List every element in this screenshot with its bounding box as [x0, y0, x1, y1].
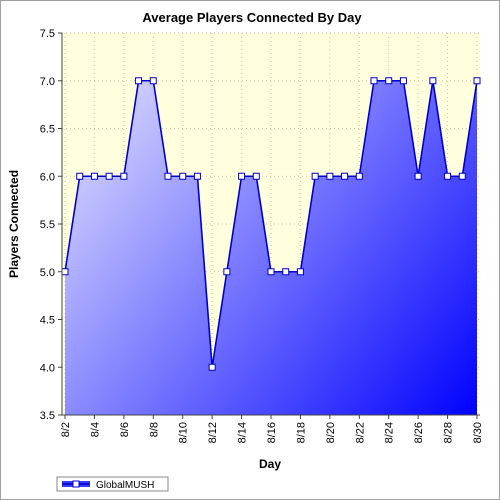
- data-point-8/2: [61, 268, 69, 276]
- x-tick-label: 8/2: [60, 422, 72, 437]
- data-point-8/13: [223, 268, 231, 276]
- x-tick-label: 8/16: [266, 422, 278, 443]
- x-tick-label: 8/8: [148, 422, 160, 437]
- data-point-8/26: [414, 172, 422, 180]
- data-point-8/14: [238, 172, 246, 180]
- data-point-8/30: [473, 77, 481, 85]
- data-point-8/24: [385, 77, 393, 85]
- data-point-8/12: [208, 363, 216, 371]
- x-tick-label: 8/20: [325, 422, 337, 443]
- data-point-8/3: [76, 172, 84, 180]
- legend-label: GlobalMUSH: [96, 480, 154, 491]
- data-point-8/10: [179, 172, 187, 180]
- data-point-8/9: [164, 172, 172, 180]
- y-tick-label: 6.0: [40, 171, 55, 183]
- y-tick-label: 5.0: [40, 267, 55, 279]
- data-point-8/17: [282, 268, 290, 276]
- data-markers: [61, 77, 481, 371]
- x-tick-label: 8/22: [354, 422, 366, 443]
- data-point-8/28: [444, 172, 452, 180]
- data-point-8/23: [370, 77, 378, 85]
- x-tick-label: 8/10: [178, 422, 190, 443]
- x-tick-label: 8/24: [384, 422, 396, 443]
- x-tick-label: 8/26: [413, 422, 425, 443]
- data-point-8/20: [326, 172, 334, 180]
- data-point-8/18: [296, 268, 304, 276]
- x-tick-label: 8/14: [237, 422, 249, 443]
- y-tick-label: 3.5: [40, 410, 55, 422]
- data-point-8/25: [399, 77, 407, 85]
- x-tick-label: 8/4: [89, 422, 101, 437]
- data-point-8/22: [355, 172, 363, 180]
- legend: GlobalMUSH: [56, 476, 169, 492]
- data-point-8/19: [311, 172, 319, 180]
- x-axis-ticks: 8/2 8/4 8/6 8/8 8/10 8/12 8/14 8/16 8/18 8/20 8/22…: [60, 415, 484, 443]
- data-point-8/5: [105, 172, 113, 180]
- y-tick-label: 4.5: [40, 315, 55, 327]
- data-point-8/8: [149, 77, 157, 85]
- data-point-8/4: [90, 172, 98, 180]
- x-tick-label: 8/12: [207, 422, 219, 443]
- y-axis-ticks: 3.5 4.0 4.5 5.0 5.5 6.0 6.5 7.0 7.5: [40, 28, 62, 422]
- data-point-8/6: [120, 172, 128, 180]
- y-tick-label: 4.0: [40, 362, 55, 374]
- y-tick-label: 7.0: [40, 76, 55, 88]
- legend-marker: [72, 480, 80, 488]
- data-point-8/21: [341, 172, 349, 180]
- x-tick-label: 8/18: [295, 422, 307, 443]
- y-tick-label: 6.5: [40, 124, 55, 136]
- data-point-8/29: [458, 172, 466, 180]
- chart-title: Average Players Connected By Day: [142, 10, 362, 25]
- y-tick-label: 5.5: [40, 219, 55, 231]
- series-area-fill: [65, 80, 477, 415]
- data-point-8/16: [267, 268, 275, 276]
- x-axis-label: Day: [259, 457, 281, 471]
- data-point-8/11: [193, 172, 201, 180]
- y-axis-label: Players Connected: [7, 170, 21, 278]
- y-tick-label: 7.5: [40, 28, 55, 40]
- x-tick-label: 8/6: [119, 422, 131, 437]
- x-tick-label: 8/30: [472, 422, 484, 443]
- data-point-8/7: [135, 77, 143, 85]
- data-point-8/15: [252, 172, 260, 180]
- x-tick-label: 8/28: [443, 422, 455, 443]
- legend-box: [56, 476, 169, 492]
- data-point-8/27: [429, 77, 437, 85]
